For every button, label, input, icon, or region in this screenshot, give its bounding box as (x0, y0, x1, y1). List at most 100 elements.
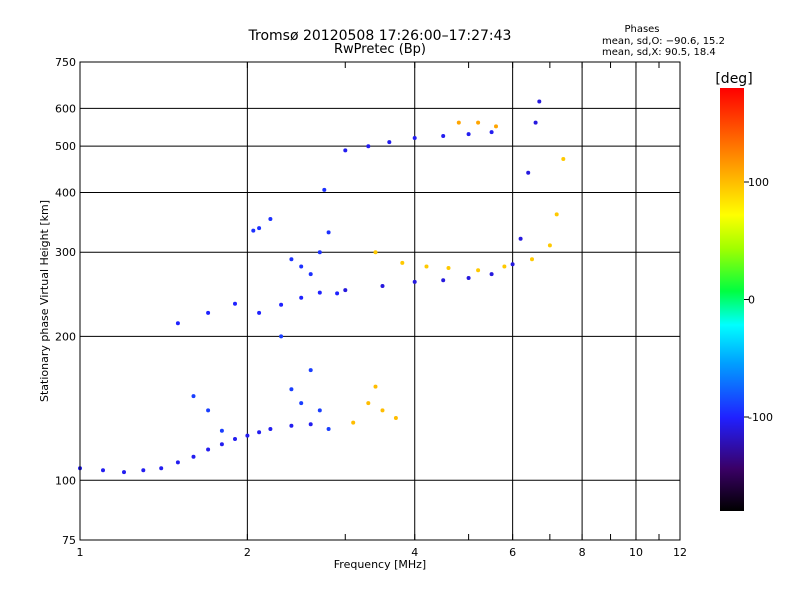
colorbar: [deg] 100 0 -100 (715, 71, 773, 511)
y-tick-label: 400 (55, 186, 76, 199)
data-point (502, 264, 507, 269)
grid (79, 62, 681, 540)
data-point (268, 427, 273, 431)
data-point (412, 136, 417, 140)
data-point (366, 401, 371, 406)
phases-legend: Phases mean, sd,O: −90.6, 15.2 mean, sd,… (602, 24, 725, 58)
data-point (206, 447, 211, 452)
data-point (206, 310, 211, 315)
data-point (299, 264, 304, 269)
data-point (279, 302, 284, 307)
data-point (518, 236, 523, 241)
data-point (299, 295, 304, 300)
data-point (351, 420, 356, 425)
data-points (78, 99, 566, 475)
colorbar-tick-label: 0 (748, 294, 755, 307)
y-tick-label: 750 (55, 56, 76, 69)
data-point (373, 384, 378, 389)
data-point (175, 460, 180, 465)
data-point (251, 228, 256, 233)
phases-x-line: mean, sd,X: 90.5, 18.4 (602, 47, 716, 58)
x-tick-label: 2 (244, 546, 251, 559)
data-point (326, 427, 331, 431)
y-axis-label: Stationary phase Virtual Height [km] (38, 200, 51, 402)
data-point (317, 250, 322, 255)
data-point (537, 99, 542, 104)
data-point (219, 442, 224, 447)
data-point (308, 368, 313, 373)
data-point (366, 144, 371, 149)
data-point (317, 408, 322, 413)
colorbar-gradient (720, 88, 744, 511)
data-point (233, 437, 237, 441)
data-point (335, 291, 340, 296)
data-point (289, 423, 294, 428)
data-point (547, 243, 552, 248)
colorbar-ticks: 100 0 -100 (744, 176, 773, 424)
data-point (446, 266, 451, 270)
data-point (380, 408, 385, 413)
data-point (554, 212, 559, 217)
data-point (289, 387, 294, 392)
data-point (257, 310, 262, 315)
x-tick-label: 8 (579, 546, 586, 559)
data-point (279, 334, 284, 339)
y-tick-label: 100 (55, 474, 76, 487)
data-point (257, 430, 262, 435)
data-point (159, 466, 164, 471)
data-point (441, 134, 446, 138)
data-point (441, 278, 446, 283)
y-tick-labels: 75 100 200 300 400 500 600 750 (55, 56, 76, 547)
phases-title: Phases (624, 24, 659, 35)
colorbar-tick-label: -100 (748, 411, 773, 424)
chart-title: Tromsø 20120508 17:26:00–17:27:43 (248, 28, 512, 44)
data-point (122, 470, 126, 475)
data-point (387, 140, 392, 145)
data-point (526, 170, 531, 175)
data-point (317, 290, 322, 295)
data-point (219, 428, 224, 433)
data-point (466, 132, 471, 137)
x-axis-label: Frequency [MHz] (334, 558, 426, 571)
y-tick-label: 600 (55, 102, 76, 115)
data-point (373, 250, 378, 255)
x-tick-label: 12 (673, 546, 687, 559)
data-point (343, 288, 348, 293)
data-point (191, 394, 196, 399)
colorbar-label: [deg] (715, 71, 752, 87)
x-tick-label: 1 (77, 546, 84, 559)
data-point (393, 416, 398, 420)
data-point (456, 120, 461, 125)
y-tick-label: 300 (55, 246, 76, 259)
x-tick-label: 6 (509, 546, 516, 559)
data-point (561, 157, 566, 161)
data-point (206, 408, 211, 413)
data-point (257, 226, 262, 231)
data-point (299, 401, 304, 406)
data-point (380, 284, 385, 288)
data-point (322, 187, 327, 192)
colorbar-tick-label: 100 (748, 176, 769, 189)
data-point (326, 230, 331, 235)
phases-o-line: mean, sd,O: −90.6, 15.2 (602, 36, 725, 47)
title-block: Tromsø 20120508 17:26:00–17:27:43 RwPret… (248, 28, 512, 57)
data-point (476, 120, 481, 125)
data-point (466, 276, 471, 280)
data-point (245, 433, 250, 438)
data-point (489, 130, 494, 135)
y-tick-label: 500 (55, 140, 76, 153)
y-tick-label: 200 (55, 330, 76, 343)
data-point (141, 468, 146, 473)
data-point (308, 272, 313, 277)
data-point (343, 148, 348, 153)
data-point (489, 272, 494, 277)
y-tick-label: 75 (62, 534, 76, 547)
data-point (101, 468, 105, 473)
data-point (510, 262, 515, 267)
data-point (191, 454, 196, 459)
data-point (530, 257, 534, 262)
data-point (233, 301, 237, 306)
plot-frame (79, 61, 681, 541)
data-point (494, 124, 498, 129)
data-point (175, 321, 180, 326)
